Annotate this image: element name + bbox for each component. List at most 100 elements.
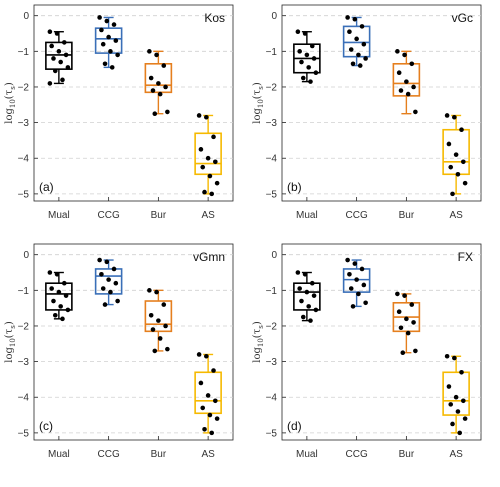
- box-as: [194, 113, 222, 197]
- data-point: [196, 113, 202, 118]
- x-tick-label-as: AS: [201, 449, 215, 460]
- data-point: [396, 70, 402, 76]
- data-point: [161, 63, 167, 68]
- data-point: [404, 79, 409, 84]
- y-tick-label: −4: [266, 393, 278, 404]
- data-point: [111, 22, 117, 27]
- box-iqr: [94, 268, 123, 295]
- data-point: [100, 286, 106, 291]
- data-point: [106, 277, 111, 282]
- data-point: [202, 427, 207, 432]
- y-tick-label: −5: [18, 189, 30, 200]
- y-axis-label: log10(τs): [4, 82, 17, 124]
- box-iqr: [342, 268, 371, 293]
- data-point: [352, 16, 358, 22]
- data-point: [350, 304, 356, 309]
- data-point: [359, 24, 365, 29]
- x-tick-label-bur: Bur: [151, 210, 167, 221]
- data-point: [108, 289, 113, 295]
- data-point: [444, 353, 450, 359]
- data-point: [308, 79, 313, 84]
- data-point: [300, 314, 306, 320]
- data-point: [395, 291, 400, 297]
- data-point: [395, 49, 400, 54]
- data-point: [345, 257, 350, 263]
- y-tick-label: −3: [266, 118, 278, 129]
- box-as: [442, 353, 470, 436]
- data-point: [398, 88, 404, 93]
- y-tick-label: 0: [23, 250, 29, 261]
- data-point: [459, 369, 464, 375]
- data-point: [444, 113, 450, 118]
- data-point: [352, 261, 358, 266]
- data-point: [452, 114, 457, 120]
- data-point: [207, 412, 213, 418]
- data-point: [361, 282, 367, 288]
- data-point: [198, 147, 204, 152]
- y-tick-label: −5: [266, 189, 278, 200]
- y-tick-label: −2: [18, 321, 30, 332]
- data-point: [54, 271, 60, 277]
- data-point: [345, 15, 350, 20]
- y-tick-label: −2: [266, 82, 278, 93]
- data-point: [363, 56, 368, 61]
- data-point: [450, 191, 455, 197]
- data-point: [102, 61, 108, 67]
- x-tick-label-bur: Bur: [151, 449, 167, 460]
- x-tick-label-ccg: CCG: [98, 210, 120, 221]
- data-point: [115, 52, 120, 58]
- box-as: [442, 113, 470, 197]
- data-point: [462, 416, 468, 421]
- box-bur: [144, 49, 173, 116]
- data-point: [163, 323, 168, 329]
- y-tick-label: 0: [23, 11, 29, 22]
- data-point: [313, 70, 319, 76]
- data-point: [398, 325, 404, 331]
- y-tick-label: −5: [18, 428, 30, 439]
- data-point: [111, 266, 117, 272]
- data-point: [154, 52, 159, 58]
- data-point: [363, 300, 368, 306]
- panel-3: 0 −1 −2 −3 −4 −5 log10(τs) Mual CCG Bur AS vGmn (c): [4, 243, 234, 460]
- data-point: [56, 49, 62, 54]
- data-point: [213, 398, 218, 404]
- data-point: [115, 298, 120, 304]
- box-mual: [293, 270, 321, 323]
- data-point: [311, 293, 317, 298]
- data-point: [214, 180, 220, 186]
- data-point: [313, 307, 319, 313]
- panel-4: 0 −1 −2 −3 −4 −5 log10(τs) Mual CCG Bur AS FX (d): [252, 243, 482, 460]
- y-tick-label: −1: [18, 47, 30, 58]
- data-point: [102, 302, 108, 307]
- box-iqr: [293, 282, 321, 311]
- data-point: [411, 84, 416, 90]
- data-point: [413, 109, 418, 115]
- data-point: [152, 111, 158, 116]
- data-point: [163, 84, 168, 90]
- plot-frame: [33, 4, 234, 202]
- y-tick-label: −3: [18, 357, 30, 368]
- x-tick-label-as: AS: [201, 210, 215, 221]
- box-ccg: [342, 257, 371, 309]
- data-point: [402, 293, 407, 298]
- data-point: [308, 318, 313, 323]
- panel-label: (d): [287, 419, 302, 433]
- data-point: [63, 293, 69, 298]
- panel-label: (c): [39, 419, 53, 433]
- y-tick-label: −1: [18, 286, 30, 297]
- box-iqr: [442, 128, 470, 176]
- data-point: [157, 91, 163, 97]
- data-point: [147, 288, 152, 293]
- x-tick-label-as: AS: [449, 449, 463, 460]
- data-point: [204, 353, 209, 359]
- data-point: [452, 355, 457, 361]
- data-point: [61, 280, 67, 286]
- data-point: [354, 277, 359, 282]
- y-tick-label: 0: [271, 11, 277, 22]
- data-point: [347, 271, 352, 277]
- y-tick-label: −4: [18, 154, 30, 165]
- data-point: [461, 398, 466, 404]
- data-point: [309, 43, 315, 49]
- data-point: [104, 18, 110, 24]
- x-tick-label-bur: Bur: [399, 210, 415, 221]
